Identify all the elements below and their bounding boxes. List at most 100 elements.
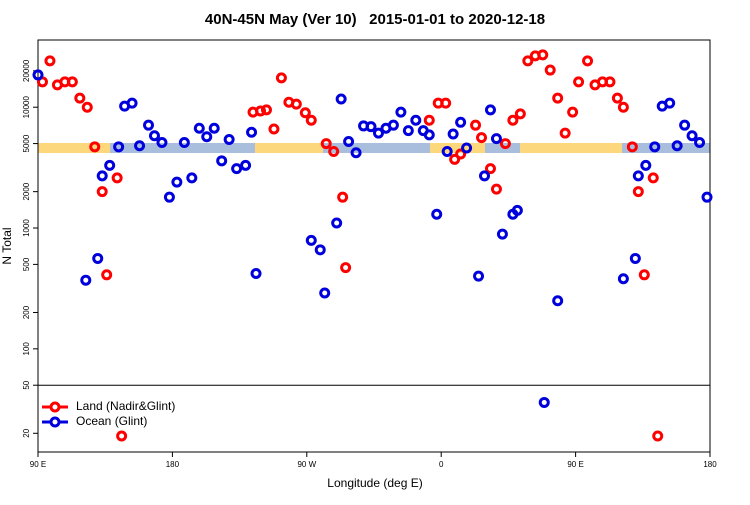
point [143,119,155,131]
point [626,141,638,153]
point [350,147,362,159]
point [537,49,549,61]
point [178,137,190,149]
point [387,119,399,131]
point [652,430,664,442]
point [44,55,56,67]
point [649,141,661,153]
point [686,130,698,142]
point [664,97,676,109]
band-land [520,143,622,153]
point [372,127,384,139]
point [305,114,317,126]
x-tick-label: 0 [439,460,444,469]
point [559,127,571,139]
point [694,137,706,149]
point [104,159,116,171]
point [208,122,220,134]
point [473,270,485,282]
chart-title: 40N-45N May (Ver 10) 2015-01-01 to 2020-… [205,11,545,28]
point [101,269,113,281]
point [340,262,352,274]
y-tick-label: 20 [22,428,31,437]
point [74,92,86,104]
point [552,92,564,104]
band-land [255,143,323,153]
band-ocean [38,143,710,153]
point [96,170,108,182]
point [490,133,502,145]
point [246,126,258,138]
y-tick-label: 500 [22,257,31,271]
point [476,132,488,144]
point [640,159,652,171]
point [455,116,467,128]
point [567,106,579,118]
point [538,396,550,408]
y-axis-label: N Total [0,227,14,264]
point [511,204,523,216]
point [201,131,213,143]
point [410,114,422,126]
point [617,273,629,285]
series [32,69,713,408]
point [216,155,228,167]
point [223,134,235,146]
point [611,92,623,104]
point [455,148,467,160]
point [275,72,287,84]
y-tick-label: 20000 [22,59,31,82]
point [299,107,311,119]
point [255,105,267,117]
point [320,138,332,150]
point [490,183,502,195]
point [32,69,44,81]
point [632,186,644,198]
point [496,228,508,240]
point [268,123,280,135]
point [92,252,104,264]
y-tick-label: 5000 [22,134,31,152]
point [80,274,92,286]
point [514,108,526,120]
point [431,208,443,220]
point [250,268,262,280]
point [331,217,343,229]
point [423,129,435,141]
point [617,101,629,113]
point [507,114,519,126]
x-tick-label: 180 [703,460,717,469]
legend-marker [49,416,61,428]
point [113,141,125,153]
point [440,97,452,109]
point [163,191,175,203]
point [604,76,616,88]
point [629,252,641,264]
point [156,137,168,149]
point [337,191,349,203]
band-land [38,143,110,153]
y-tick-label: 1000 [22,219,31,237]
point [441,145,453,157]
point [193,122,205,134]
point [186,172,198,184]
point [552,295,564,307]
point [671,140,683,152]
point [314,244,326,256]
point [402,125,414,137]
x-tick-label: 180 [166,460,180,469]
y-tick-label: 100 [22,342,31,356]
point [461,142,473,154]
x-tick-label: 90 E [30,460,46,469]
surface-band [38,143,710,153]
point [449,153,461,165]
legend-label: Ocean (Glint) [76,414,147,428]
y-tick-label: 50 [22,380,31,389]
point [126,97,138,109]
point [328,145,340,157]
y-tick-label: 2000 [22,182,31,200]
legend-label: Land (Nadir&Glint) [76,399,175,413]
point [335,93,347,105]
point [116,430,128,442]
